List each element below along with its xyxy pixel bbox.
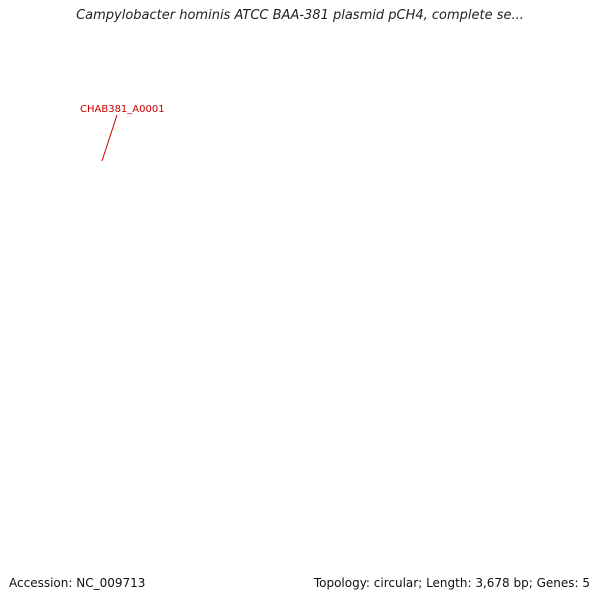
accession-text: Accession: NC_009713 (9, 576, 146, 590)
summary-text: Topology: circular; Length: 3,678 bp; Ge… (313, 576, 590, 590)
label-layer: 150 bp200 bp250 bp300 bp350 bp400 bp450 … (80, 104, 165, 162)
gene-label-leader (101, 114, 118, 162)
map-title: Campylobacter hominis ATCC BAA-381 plasm… (76, 8, 524, 23)
gene-label: CHAB381_A0001 (80, 104, 165, 115)
